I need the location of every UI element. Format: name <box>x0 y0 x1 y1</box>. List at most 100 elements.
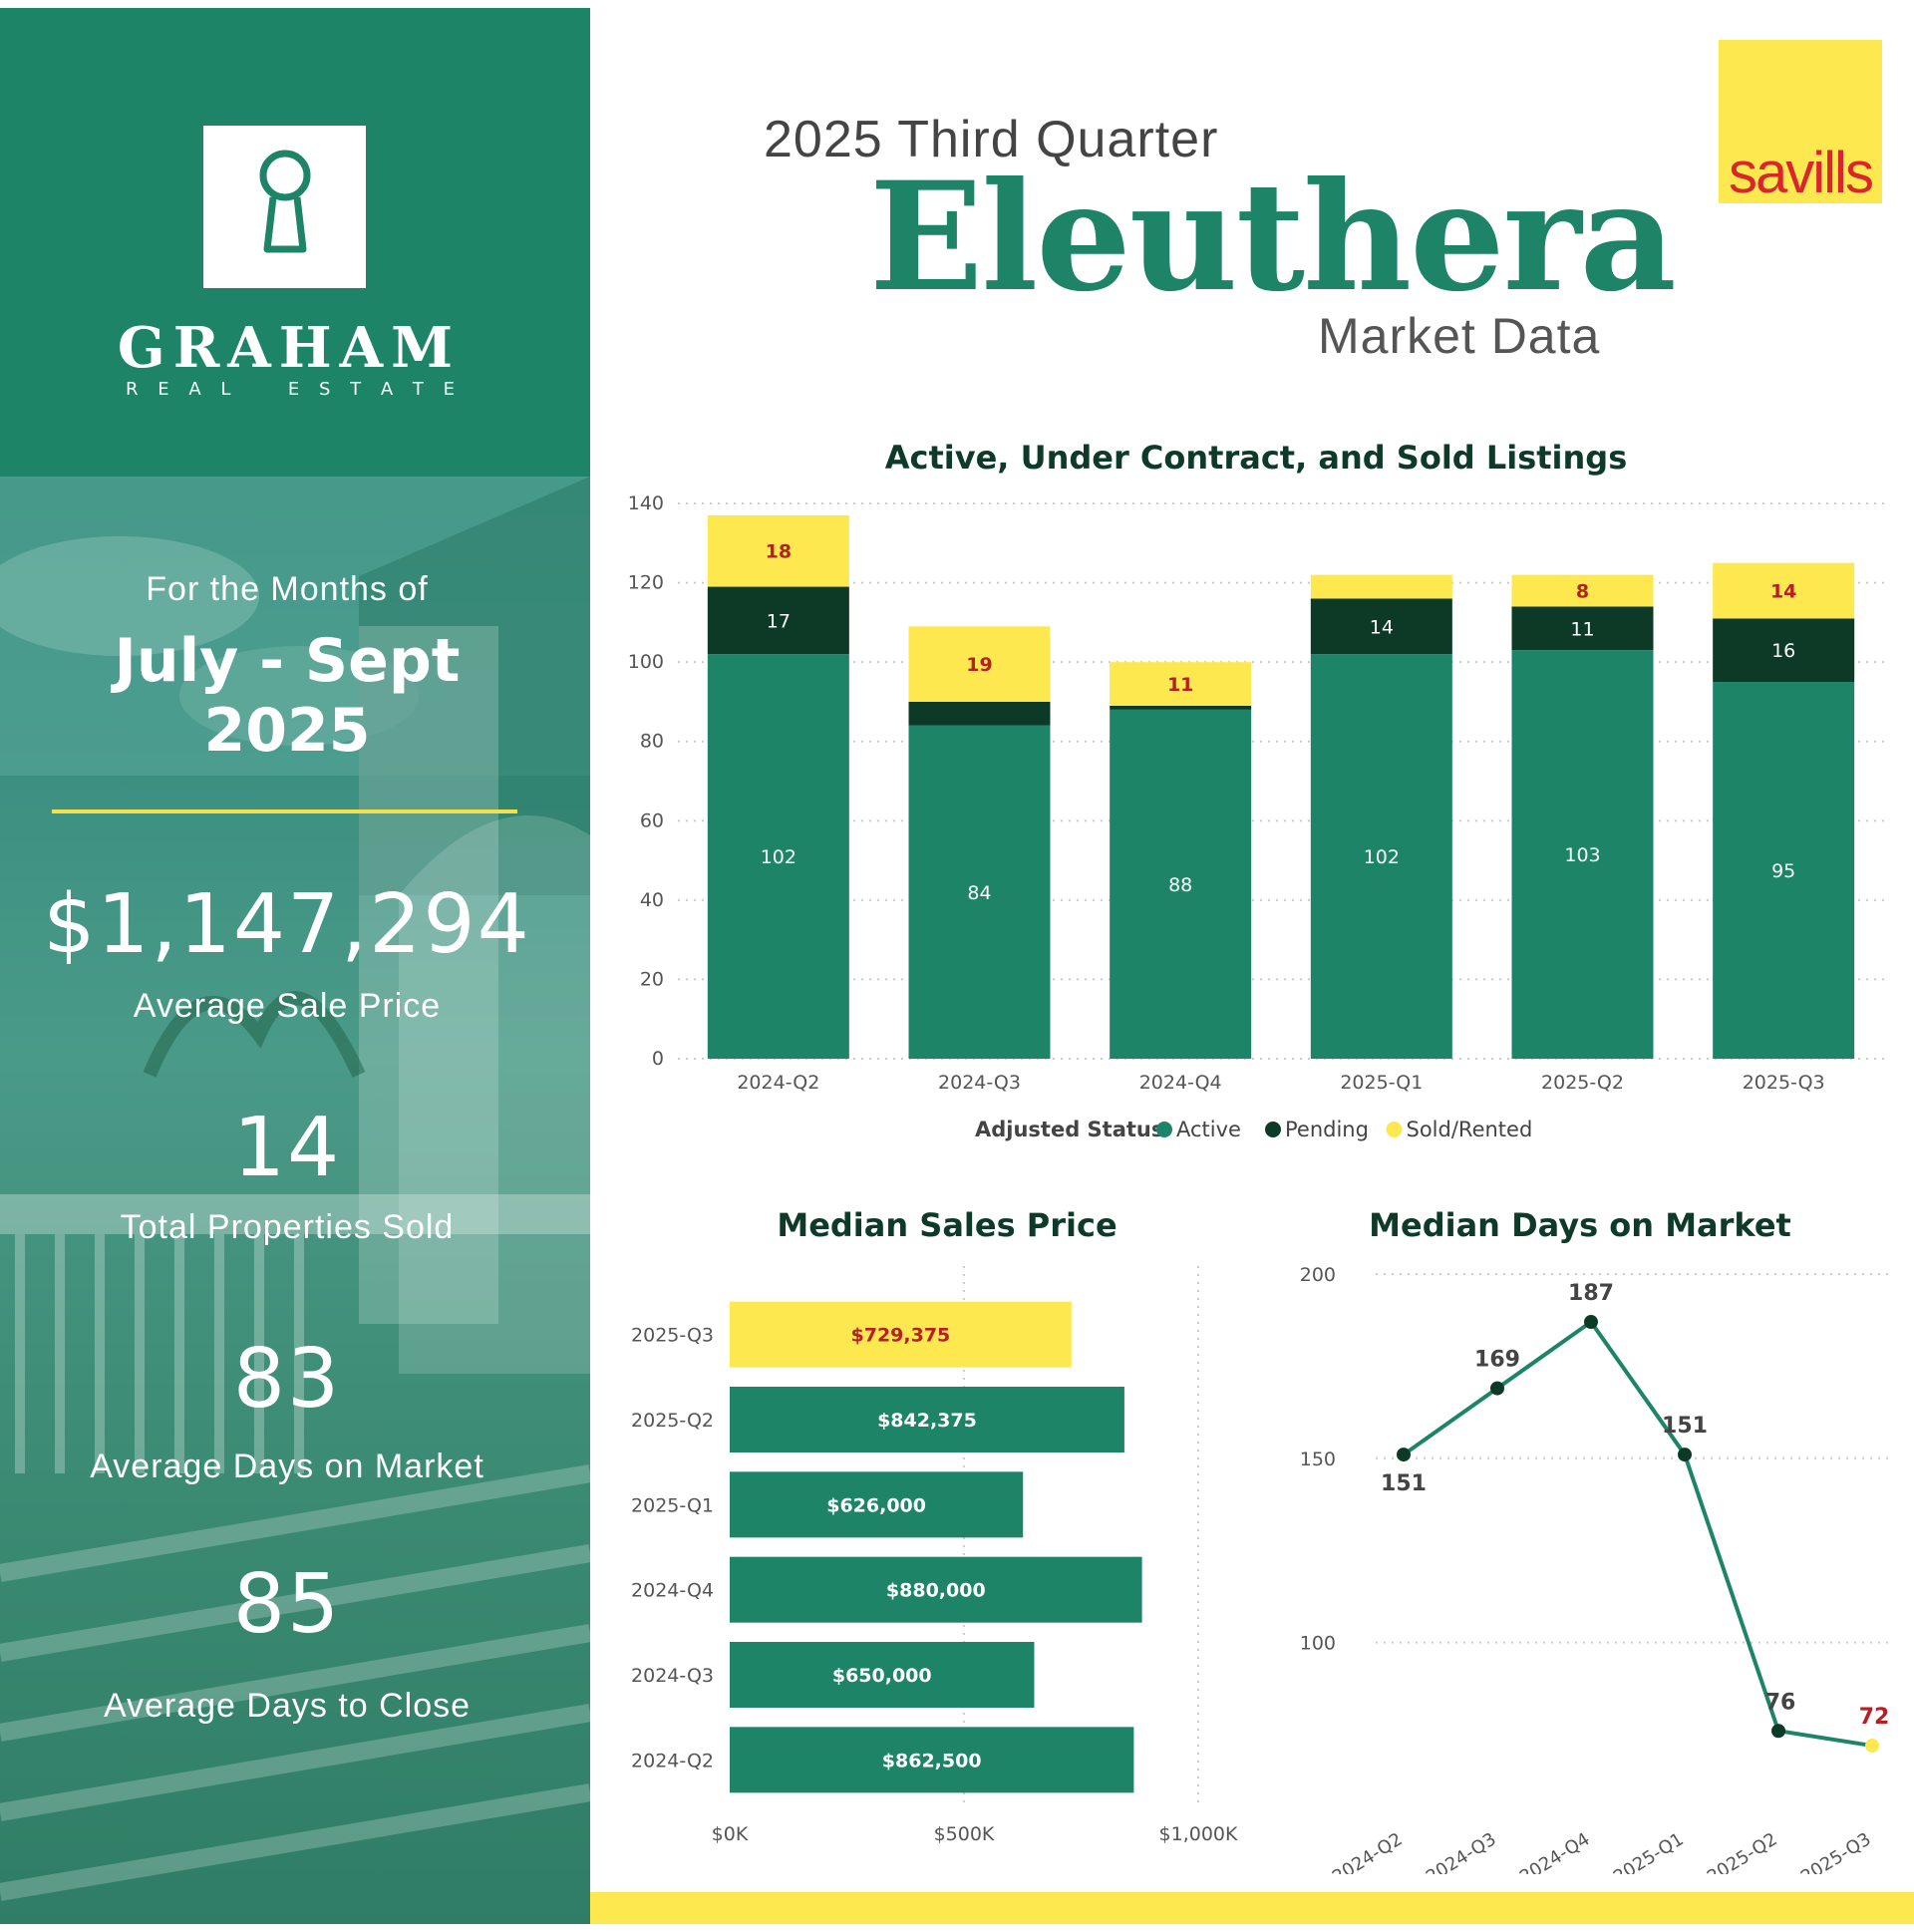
avg-dtc-label: Average Days to Close <box>103 1687 472 1725</box>
y-tick-label: 0 <box>652 1048 664 1070</box>
x-tick-label: 2025-Q1 <box>1610 1828 1688 1874</box>
listings-chart: 0 20 40 60 80 100 120 140 102 17 18 2024-Q2 84 19 2024… <box>628 492 1884 1141</box>
bar-data-label: 19 <box>966 654 992 676</box>
avg-dtc-value: 85 <box>232 1557 342 1652</box>
price-bar-label: $862,500 <box>882 1750 982 1771</box>
x-tick-label: 2024-Q3 <box>1423 1828 1500 1874</box>
y-tick-label: 2024-Q4 <box>631 1580 714 1602</box>
report-quarter: 2025 Third Quarter <box>764 111 1219 168</box>
median-dom-chart-title: Median Days on Market <box>1369 1206 1791 1244</box>
x-tick-label: $1,000K <box>1159 1823 1238 1845</box>
bar-soldrented <box>908 626 1051 702</box>
avg-dom-label: Average Days on Market <box>90 1448 484 1485</box>
dom-point <box>1771 1724 1785 1739</box>
dom-data-label: 72 <box>1859 1705 1890 1730</box>
median-price-chart: $0K $500K $1,000K $729,375 2025-Q3 $842,375 20… <box>631 1266 1238 1845</box>
bar-soldrented <box>1713 562 1855 619</box>
x-tick-label: 2025-Q2 <box>1704 1828 1781 1874</box>
price-bar-label: $880,000 <box>886 1580 986 1602</box>
bar-active <box>1511 650 1654 1059</box>
brand-tagline: R E A L E S T A T E <box>126 379 455 400</box>
legend-swatch <box>1265 1122 1281 1137</box>
total-sold-label: Total Properties Sold <box>120 1208 455 1246</box>
bar-data-label: 8 <box>1576 581 1589 603</box>
price-bar-label: $626,000 <box>826 1494 926 1516</box>
avg-sale-price-value: $1,147,294 <box>43 877 531 972</box>
x-tick-label: 2024-Q4 <box>1516 1828 1594 1874</box>
dom-point <box>1397 1448 1411 1462</box>
bar-active <box>1713 682 1855 1059</box>
x-tick-label: 2025-Q2 <box>1541 1072 1624 1094</box>
bar-data-label: 102 <box>761 846 797 868</box>
brand-letter: E <box>158 379 169 400</box>
brand-letter: E <box>287 379 300 400</box>
y-tick-label: 80 <box>640 731 664 753</box>
price-bar <box>730 1556 1142 1623</box>
keyhole-icon <box>259 150 311 253</box>
price-bar <box>730 1387 1124 1452</box>
x-tick-label: $500K <box>934 1823 995 1845</box>
price-bar-label: $842,375 <box>877 1410 977 1432</box>
dom-point <box>1865 1739 1879 1754</box>
median-price-chart-title: Median Sales Price <box>777 1206 1117 1244</box>
bar-data-label: 11 <box>1570 618 1594 640</box>
y-tick-label: 200 <box>1300 1264 1336 1286</box>
brand-letter: S <box>318 379 331 400</box>
bar-data-label: 14 <box>1370 616 1394 638</box>
y-tick-label: 60 <box>640 809 664 831</box>
avg-dom-value: 83 <box>232 1332 342 1427</box>
months-label: For the Months of <box>146 570 429 608</box>
legend-entry: Sold/Rented <box>1407 1118 1533 1141</box>
bar-data-label: 103 <box>1564 844 1600 866</box>
bar-data-label: 18 <box>766 541 792 563</box>
price-bar <box>730 1642 1035 1708</box>
brand-letter: T <box>350 379 362 400</box>
dom-data-label: 151 <box>1381 1471 1427 1496</box>
bar-data-label: 17 <box>767 610 791 632</box>
x-tick-label: 2024-Q3 <box>938 1072 1021 1094</box>
bar-soldrented <box>1110 662 1252 706</box>
x-tick-label: 2025-Q3 <box>1743 1072 1825 1094</box>
dom-data-label: 76 <box>1765 1690 1796 1715</box>
bar-pending <box>908 701 1051 726</box>
total-sold-value: 14 <box>232 1101 342 1195</box>
porch-illustration <box>0 477 590 1901</box>
y-tick-label: 2024-Q3 <box>631 1665 714 1687</box>
legend-title: Adjusted Status <box>975 1118 1163 1141</box>
bar-active <box>908 725 1051 1059</box>
bar-pending <box>1310 598 1452 655</box>
x-tick-label: 2024-Q4 <box>1139 1072 1222 1094</box>
price-bar-label: $650,000 <box>832 1665 932 1687</box>
y-tick-label: 2025-Q2 <box>631 1410 714 1432</box>
bar-data-label: 88 <box>1168 874 1192 896</box>
bar-soldrented <box>707 514 849 587</box>
y-tick-label: 100 <box>1300 1633 1336 1655</box>
bar-data-label: 84 <box>967 882 991 904</box>
x-tick-label: 2025-Q3 <box>1797 1828 1875 1874</box>
brand-letter: T <box>412 379 424 400</box>
background-photo <box>0 477 590 1924</box>
legend-swatch <box>1386 1122 1403 1137</box>
bar-active <box>1310 654 1452 1059</box>
bar-data-label: 11 <box>1167 674 1193 696</box>
bar-data-label: 95 <box>1771 860 1795 882</box>
dom-data-label: 169 <box>1474 1348 1520 1373</box>
brand-name: GRAHAM <box>117 315 462 381</box>
price-bar <box>730 1301 1072 1368</box>
bar-data-label: 16 <box>1771 640 1795 662</box>
legend-swatch <box>1156 1122 1172 1137</box>
x-tick-label: 2024-Q2 <box>737 1072 819 1094</box>
x-tick-label: $0K <box>712 1823 749 1845</box>
bar-soldrented <box>1310 574 1452 599</box>
brand-letter: L <box>220 379 231 400</box>
report-place: Eleuthera <box>869 150 1677 325</box>
bar-pending <box>1511 606 1654 651</box>
dom-point <box>1678 1448 1692 1462</box>
y-tick-label: 2025-Q3 <box>631 1325 714 1347</box>
avg-sale-price-label: Average Sale Price <box>133 987 442 1025</box>
y-tick-label: 2025-Q1 <box>631 1494 714 1516</box>
y-tick-label: 20 <box>640 968 664 990</box>
brand-letter: A <box>188 379 201 400</box>
listings-chart-title: Active, Under Contract, and Sold Listing… <box>884 439 1628 477</box>
savills-logo: savills <box>1719 40 1882 205</box>
